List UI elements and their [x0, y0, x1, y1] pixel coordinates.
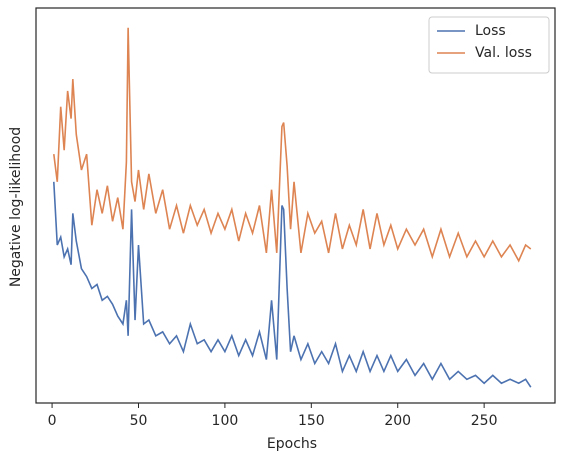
x-axis-label: Epochs: [267, 436, 317, 452]
plot-frame: [35, 7, 556, 404]
x-tick-label: 200: [384, 413, 411, 429]
legend-label: Loss: [475, 23, 506, 39]
x-tick-label: 250: [471, 413, 498, 429]
line-series: [53, 181, 532, 388]
x-tick-label: 50: [130, 413, 148, 429]
legend-label: Val. loss: [475, 45, 532, 61]
x-tick-label: 100: [212, 413, 239, 429]
x-tick-label: 0: [48, 413, 57, 429]
line-series: [53, 27, 532, 263]
y-axis-label: Negative log-likelihood: [8, 127, 24, 287]
x-tick-label: 150: [298, 413, 325, 429]
